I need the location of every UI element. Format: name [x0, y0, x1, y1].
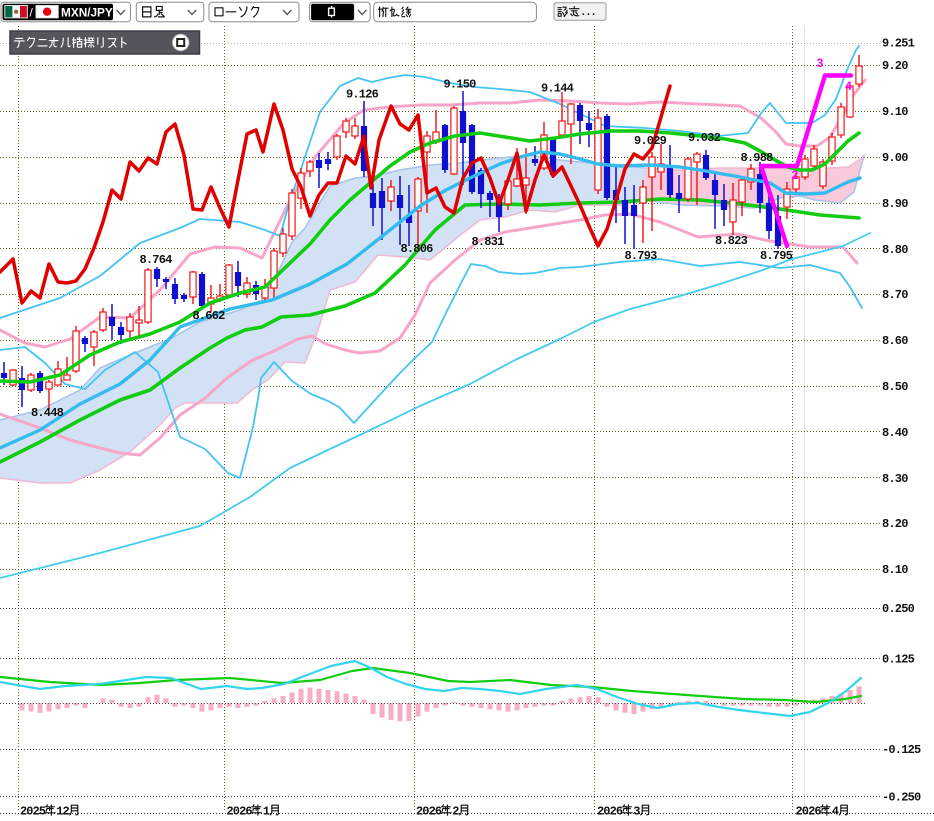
svg-text:8.40: 8.40 [882, 426, 908, 440]
svg-text:9.150: 9.150 [443, 78, 476, 92]
svg-text:8.80: 8.80 [882, 243, 908, 257]
svg-text:-0.250: -0.250 [882, 791, 921, 805]
svg-text:/: / [30, 5, 34, 19]
svg-text:8.50: 8.50 [882, 380, 908, 394]
svg-text:8.988: 8.988 [740, 151, 773, 165]
svg-text:1: 1 [263, 804, 270, 818]
svg-text:4: 4 [845, 79, 852, 93]
svg-text:3: 3 [817, 56, 824, 70]
svg-text:8.70: 8.70 [882, 288, 908, 302]
svg-text:4: 4 [832, 804, 839, 818]
svg-text:8.448: 8.448 [31, 406, 64, 420]
svg-text:8.793: 8.793 [624, 249, 657, 263]
svg-text:2: 2 [792, 168, 799, 182]
svg-text:8.60: 8.60 [882, 334, 908, 348]
svg-text:9.251: 9.251 [882, 37, 915, 51]
svg-text:2: 2 [452, 804, 459, 818]
svg-text:9.126: 9.126 [346, 88, 379, 102]
svg-text:2026: 2026 [796, 804, 822, 818]
svg-text:8.10: 8.10 [882, 563, 908, 577]
svg-text:9.029: 9.029 [634, 134, 667, 148]
svg-text:2026: 2026 [597, 804, 623, 818]
svg-text:MXN/JPY: MXN/JPY [61, 5, 113, 19]
svg-text:9.20: 9.20 [882, 59, 908, 73]
svg-text:9.10: 9.10 [882, 105, 908, 119]
svg-text:8.806: 8.806 [400, 242, 433, 256]
svg-text:8.662: 8.662 [192, 309, 225, 323]
svg-text:8.90: 8.90 [882, 197, 908, 211]
svg-text:8.831: 8.831 [471, 235, 504, 249]
svg-text:9.00: 9.00 [882, 151, 908, 165]
svg-text:12: 12 [56, 804, 69, 818]
svg-text:2026: 2026 [227, 804, 253, 818]
svg-text:2025: 2025 [20, 804, 46, 818]
svg-text:8.823: 8.823 [715, 234, 748, 248]
svg-text:8.20: 8.20 [882, 517, 908, 531]
svg-text:8.795: 8.795 [760, 249, 793, 263]
svg-text:0.250: 0.250 [882, 602, 915, 616]
svg-text:...: ... [580, 7, 595, 19]
svg-text:-0.125: -0.125 [882, 743, 921, 757]
svg-text:9.144: 9.144 [541, 82, 574, 96]
svg-text:2026: 2026 [416, 804, 442, 818]
svg-text:3: 3 [633, 804, 640, 818]
svg-text:9.032: 9.032 [688, 131, 721, 145]
svg-text:8.764: 8.764 [139, 253, 172, 267]
svg-text:0.125: 0.125 [882, 653, 915, 667]
svg-text:8.30: 8.30 [882, 472, 908, 486]
